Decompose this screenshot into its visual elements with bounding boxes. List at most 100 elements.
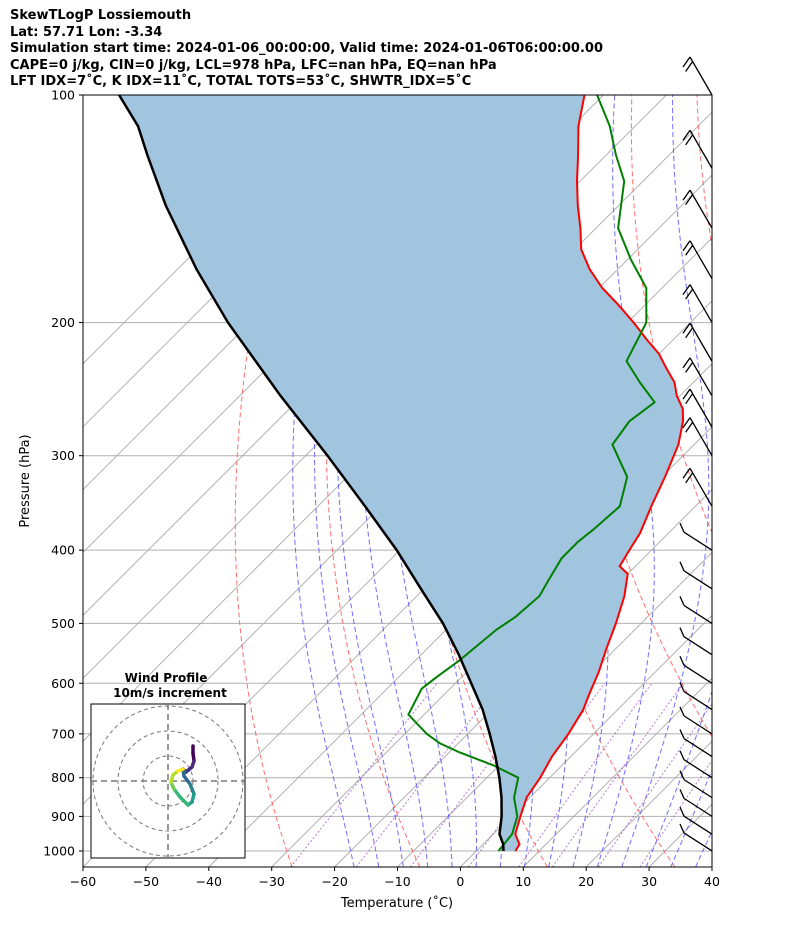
- wind-barb-staff: [689, 388, 713, 428]
- wind-barb-feather: [685, 134, 694, 146]
- wind-barb: [679, 770, 713, 799]
- dry-adiabat: [762, 95, 794, 867]
- isotherm-line: [522, 677, 712, 867]
- wind-barb: [679, 627, 713, 656]
- wind-barb-feather: [679, 823, 685, 834]
- wind-barb-feather: [679, 522, 685, 533]
- wind-barb-staff: [683, 531, 713, 551]
- dewpoint-line: [407, 95, 656, 852]
- wind-barb: [679, 706, 713, 735]
- wind-barb-feather: [685, 421, 694, 433]
- wind-barb-feather: [679, 770, 685, 780]
- wind-barb-feather: [685, 362, 694, 373]
- y-tick-label: 600: [51, 676, 75, 691]
- x-tick-label: 40: [704, 874, 720, 889]
- wind-barb-feather: [679, 656, 685, 666]
- inset-title: Wind Profile: [125, 671, 208, 685]
- mixing-ratio-line: [639, 759, 712, 867]
- y-tick-label: 400: [51, 543, 75, 558]
- wind-barb: [682, 240, 713, 280]
- y-tick-label: 300: [51, 448, 75, 463]
- mixing-ratio-line: [355, 682, 500, 867]
- wind-barb-staff: [683, 759, 713, 779]
- wind-barb-feather: [682, 467, 691, 479]
- y-tick-label: 800: [51, 770, 75, 785]
- y-axis-ticks: 100 200 300 400 500 600 700 800 900 1000: [43, 88, 83, 858]
- x-tick-label: −50: [133, 874, 159, 889]
- wind-barb-staff: [683, 715, 713, 735]
- y-tick-label: 500: [51, 616, 75, 631]
- y-tick-label: 1000: [43, 843, 75, 858]
- wind-barb-feather: [682, 189, 691, 201]
- x-tick-label: −10: [384, 874, 410, 889]
- hodograph-segment: [188, 782, 196, 796]
- wind-profile-inset: Wind Profile 10m/s increment: [90, 671, 246, 859]
- wind-barb-staff: [689, 284, 713, 323]
- wind-barb-feather: [682, 388, 691, 400]
- y-tick-label: 100: [51, 88, 75, 103]
- x-tick-label: 0: [456, 874, 464, 889]
- moist-adiabat: [621, 95, 710, 867]
- x-tick-label: 10: [515, 874, 531, 889]
- wind-barb: [679, 729, 713, 758]
- wind-barb: [682, 357, 713, 397]
- wind-barb-feather: [679, 627, 685, 637]
- wind-barb-staff: [683, 797, 713, 817]
- wind-barb-feather: [685, 327, 694, 339]
- mixing-ratio-line: [597, 702, 712, 867]
- dry-adiabat: [234, 95, 307, 867]
- wind-barb: [679, 682, 713, 711]
- wind-barb: [682, 417, 713, 457]
- wind-barb-staff: [683, 691, 713, 711]
- hodograph-segment: [178, 795, 190, 807]
- wind-barb-staff: [689, 56, 713, 96]
- wind-barb-feather: [682, 322, 691, 334]
- wind-barb-staff: [683, 779, 713, 799]
- stability-parameters: CAPE=0 j/kg, CIN=0 j/kg, LCL=978 hPa, LF…: [10, 57, 497, 73]
- wind-barb-staff: [683, 604, 713, 624]
- moist-adiabat: [670, 768, 712, 867]
- isotherm-line: [460, 614, 712, 867]
- wind-barb: [679, 823, 713, 852]
- wind-barb-feather: [679, 561, 685, 572]
- isotherm-line: [711, 866, 712, 867]
- wind-barb-feather: [679, 706, 685, 717]
- wind-barb-staff: [689, 322, 713, 362]
- y-tick-label: 200: [51, 315, 75, 330]
- wind-barb-staff: [689, 189, 713, 229]
- wind-barb-feather: [685, 61, 694, 72]
- wind-barb-staff: [689, 129, 713, 169]
- wind-barb-feather: [679, 729, 685, 739]
- moist-adiabat: [645, 690, 712, 867]
- wind-barb-feather: [682, 284, 691, 295]
- wind-barb: [679, 750, 713, 779]
- wind-barb-staff: [689, 240, 713, 280]
- wind-barb-feather: [682, 357, 691, 369]
- x-tick-label: −60: [70, 874, 96, 889]
- wind-barb-feather: [685, 472, 694, 484]
- moist-adiabat: [695, 829, 712, 867]
- y-axis-label: Pressure (hPa): [18, 434, 33, 527]
- wind-barbs: [679, 56, 713, 852]
- wind-barb-staff: [683, 737, 713, 758]
- isotherm-line: [83, 111, 712, 742]
- wind-barb: [682, 189, 713, 229]
- wind-barb: [679, 789, 713, 817]
- wind-barb-staff: [689, 417, 713, 457]
- wind-barb: [682, 322, 713, 362]
- parcel-profile-line: [118, 95, 505, 852]
- wind-barb-staff: [683, 570, 713, 590]
- dry-adiabat: [696, 95, 712, 249]
- wind-barb: [679, 596, 713, 624]
- isotherm-line: [334, 488, 712, 867]
- wind-barb-feather: [679, 682, 685, 692]
- y-tick-label: 700: [51, 726, 75, 741]
- hodograph-ring: [117, 730, 219, 832]
- wind-barb-staff: [689, 467, 713, 507]
- stability-indices: LFT IDX=7˚C, K IDX=11˚C, TOTAL TOTS=53˚C…: [10, 74, 472, 89]
- wind-barb-feather: [679, 789, 685, 799]
- wind-barb-feather: [679, 750, 685, 760]
- x-axis-label: Temperature (˚C): [340, 895, 453, 911]
- mixing-ratio-line: [290, 682, 438, 867]
